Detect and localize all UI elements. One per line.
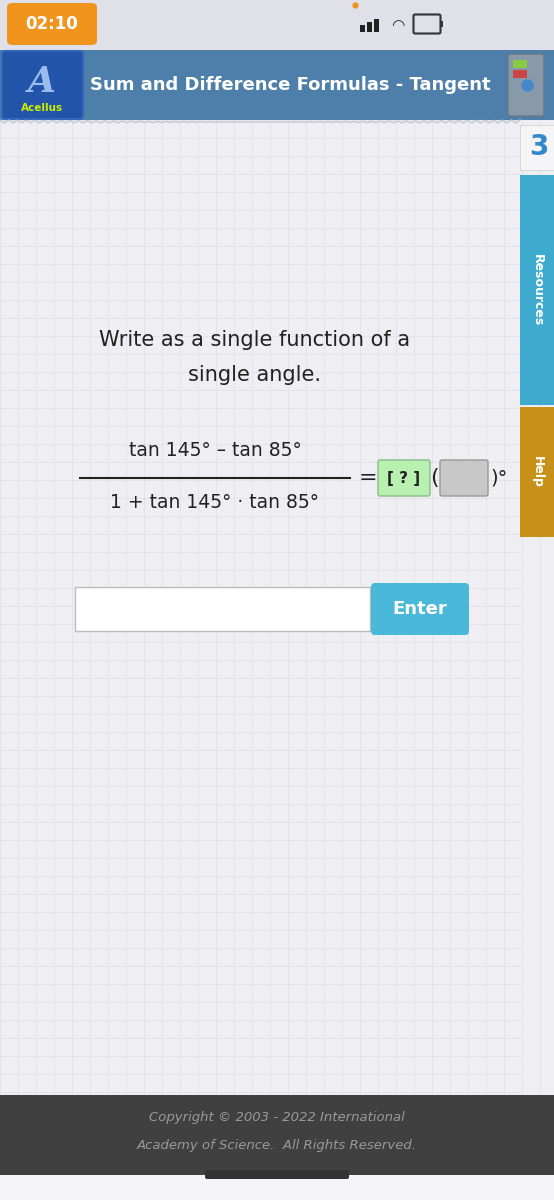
Text: Enter: Enter bbox=[393, 600, 448, 618]
FancyBboxPatch shape bbox=[371, 583, 469, 635]
Text: )°: )° bbox=[490, 468, 507, 487]
FancyBboxPatch shape bbox=[7, 2, 97, 44]
FancyBboxPatch shape bbox=[205, 1170, 349, 1178]
Text: tan 145° – tan 85°: tan 145° – tan 85° bbox=[129, 440, 301, 460]
Text: Write as a single function of a: Write as a single function of a bbox=[99, 330, 411, 350]
Text: =: = bbox=[358, 468, 377, 488]
Bar bbox=[360, 25, 365, 32]
FancyBboxPatch shape bbox=[440, 460, 488, 496]
Text: Sum and Difference Formulas - Tangent: Sum and Difference Formulas - Tangent bbox=[90, 76, 490, 94]
Text: 02:10: 02:10 bbox=[25, 14, 78, 32]
Bar bbox=[0, 1094, 554, 1175]
Bar bbox=[0, 0, 554, 50]
Bar bbox=[513, 70, 527, 78]
Bar bbox=[367, 22, 372, 32]
Text: (: ( bbox=[430, 468, 438, 488]
FancyBboxPatch shape bbox=[508, 54, 544, 116]
FancyBboxPatch shape bbox=[2, 50, 83, 119]
Bar bbox=[75, 587, 370, 631]
Bar bbox=[0, 1175, 554, 1200]
Text: 3: 3 bbox=[529, 133, 548, 161]
Bar bbox=[513, 60, 527, 68]
Text: Acellus: Acellus bbox=[21, 103, 63, 113]
Text: [ ? ]: [ ? ] bbox=[387, 470, 420, 486]
Text: A: A bbox=[28, 65, 56, 98]
Text: ◠: ◠ bbox=[391, 18, 404, 34]
Text: Copyright © 2003 - 2022 International: Copyright © 2003 - 2022 International bbox=[149, 1110, 405, 1123]
FancyBboxPatch shape bbox=[378, 460, 430, 496]
Bar bbox=[520, 175, 554, 404]
Bar bbox=[520, 407, 554, 538]
Text: Academy of Science.  All Rights Reserved.: Academy of Science. All Rights Reserved. bbox=[137, 1139, 417, 1152]
Text: Resources: Resources bbox=[531, 254, 543, 326]
Text: Help: Help bbox=[531, 456, 543, 488]
Bar bbox=[374, 19, 379, 32]
Text: 1 + tan 145° · tan 85°: 1 + tan 145° · tan 85° bbox=[110, 492, 320, 511]
Bar bbox=[520, 125, 554, 170]
Text: single angle.: single angle. bbox=[188, 365, 321, 385]
Bar bbox=[440, 20, 443, 26]
Bar bbox=[0, 50, 554, 120]
